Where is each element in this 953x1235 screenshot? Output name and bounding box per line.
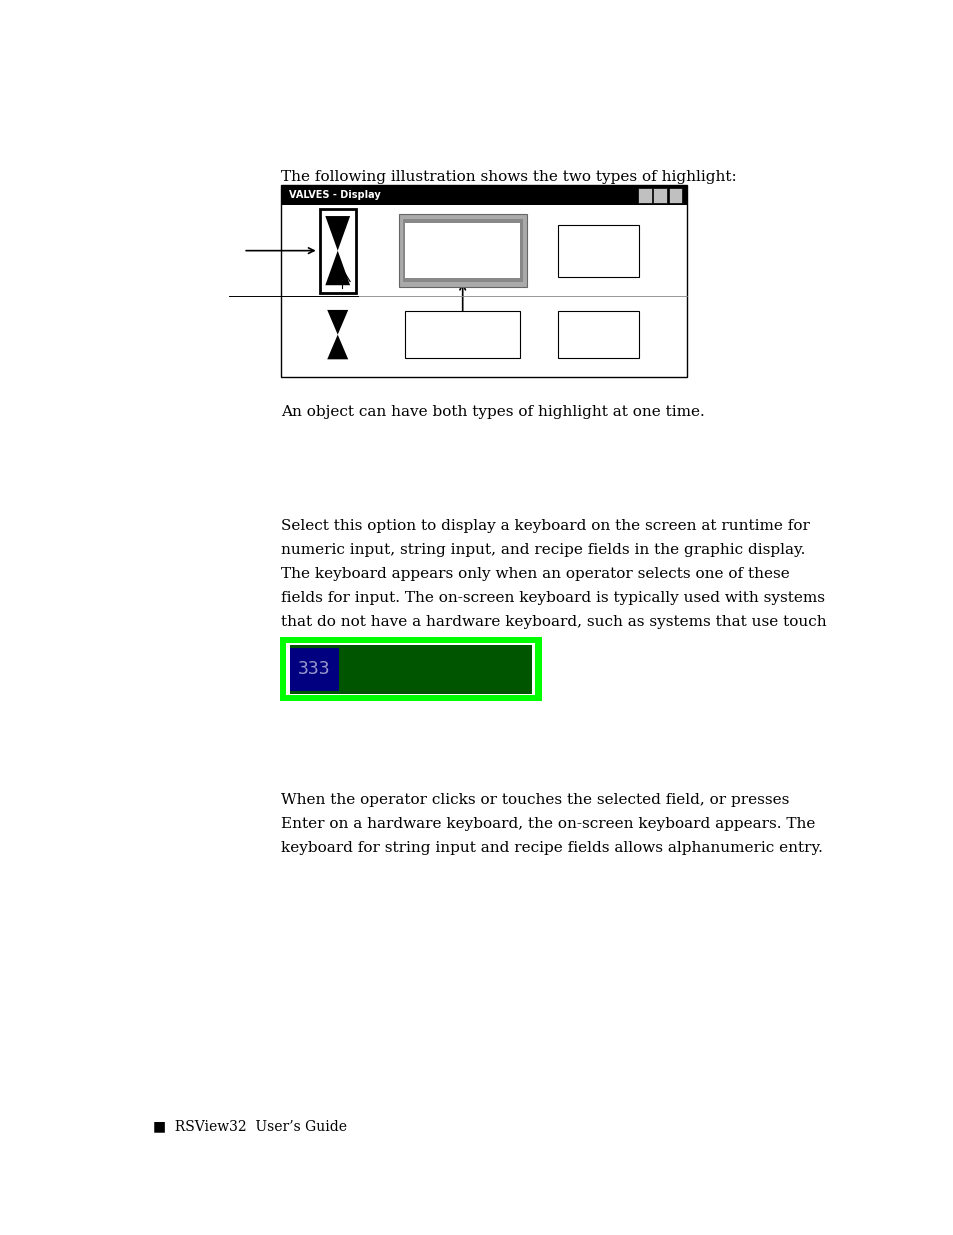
Text: An object can have both types of highlight at one time.: An object can have both types of highlig… [281, 405, 704, 419]
Bar [653, 188, 666, 203]
Text: ■  RSView32  User’s Guide: ■ RSView32 User’s Guide [152, 1120, 346, 1134]
Text: numeric input, string input, and recipe fields in the graphic display.: numeric input, string input, and recipe … [281, 543, 805, 557]
Bar [319, 209, 355, 293]
Bar [405, 222, 519, 278]
Bar [281, 185, 686, 205]
Text: The keyboard appears only when an operator selects one of these: The keyboard appears only when an operat… [281, 567, 789, 580]
Bar [558, 225, 639, 277]
Text: screens only.: screens only. [281, 640, 380, 653]
Polygon shape [327, 335, 348, 359]
Bar [668, 188, 681, 203]
Bar [279, 637, 541, 701]
Text: 333: 333 [297, 661, 331, 678]
Text: When the operator clicks or touches the selected field, or presses: When the operator clicks or touches the … [281, 793, 789, 806]
Text: Select this option to display a keyboard on the screen at runtime for: Select this option to display a keyboard… [281, 519, 809, 532]
Bar [289, 647, 338, 692]
Bar [402, 219, 522, 282]
Text: keyboard for string input and recipe fields allows alphanumeric entry.: keyboard for string input and recipe fie… [281, 841, 822, 855]
Polygon shape [325, 251, 350, 285]
Bar [286, 643, 535, 695]
Text: Enter on a hardware keyboard, the on-screen keyboard appears. The: Enter on a hardware keyboard, the on-scr… [281, 818, 815, 831]
Polygon shape [325, 216, 350, 251]
Text: fields for input. The on-screen keyboard is typically used with systems: fields for input. The on-screen keyboard… [281, 592, 824, 605]
Text: that do not have a hardware keyboard, such as systems that use touch: that do not have a hardware keyboard, su… [281, 615, 826, 629]
Bar [289, 645, 531, 694]
Text: VALVES - Display: VALVES - Display [289, 190, 380, 200]
Bar [405, 311, 519, 358]
Bar [281, 185, 686, 377]
Bar [638, 188, 651, 203]
Text: The following illustration shows the two types of highlight:: The following illustration shows the two… [281, 170, 737, 184]
Bar [558, 311, 639, 358]
Polygon shape [327, 310, 348, 335]
Bar [398, 214, 526, 287]
